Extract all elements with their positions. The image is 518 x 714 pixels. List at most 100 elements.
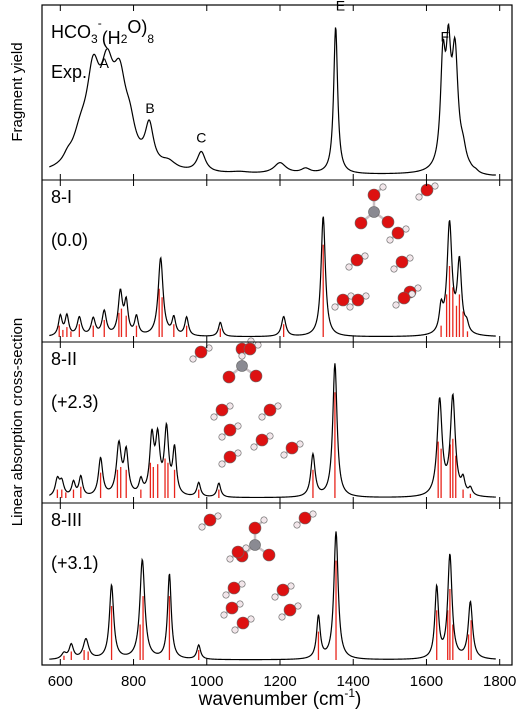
label-part: 8 — [147, 32, 154, 46]
atom — [386, 236, 394, 244]
atom — [346, 303, 354, 311]
atom — [198, 523, 206, 531]
x-tick-label: 1800 — [483, 673, 516, 690]
spectrum-trace — [49, 22, 496, 176]
atom — [250, 443, 258, 451]
panel-1: HCO3-(H2O)8 Exp. A B C E F — [49, 0, 496, 176]
atom — [350, 253, 364, 267]
atom — [381, 215, 395, 229]
label-part: HCO — [51, 22, 91, 42]
atom — [390, 265, 398, 273]
atom — [203, 513, 217, 527]
atom — [331, 303, 339, 311]
atom — [236, 360, 248, 372]
x-tick-label: 1200 — [263, 673, 296, 690]
label-part: (H — [102, 28, 121, 48]
atom — [415, 193, 423, 201]
panel-4: 8-III (+3.1) — [49, 510, 496, 661]
atom — [367, 188, 381, 202]
peak-label-c: C — [196, 129, 206, 145]
peak-label-b: B — [145, 100, 154, 116]
panel-2: 8-I (0.0) — [49, 187, 496, 338]
atom — [258, 413, 266, 421]
atom — [218, 460, 226, 468]
x-axis-label-main: wavenumber (cm — [198, 689, 345, 709]
y-axis-label-absorption: Linear absorption cross-section — [9, 318, 26, 526]
atom — [420, 183, 434, 197]
atom — [220, 611, 228, 619]
atom — [298, 511, 312, 525]
panel-label: 8-III — [51, 510, 82, 530]
atom — [227, 581, 241, 595]
atom — [189, 355, 197, 363]
atom — [231, 626, 239, 634]
atom — [392, 301, 400, 309]
y-axis-label-fragment-yield: Fragment yield — [9, 42, 26, 141]
spectrum-trace — [49, 216, 496, 338]
spectrum-trace — [49, 531, 496, 661]
atom — [218, 433, 226, 441]
atom — [226, 555, 234, 563]
panel-label: 8-I — [51, 187, 72, 207]
molecule-illustrations — [189, 182, 439, 634]
label-part: O) — [127, 17, 147, 37]
axes-group: 600 800 1000 1200 1400 1600 1800 — [41, 4, 516, 690]
x-tick-label: 1000 — [190, 673, 223, 690]
atom — [276, 583, 290, 597]
panel-energy: (+2.3) — [51, 392, 99, 412]
x-axis-label: wavenumber (cm-1) — [198, 686, 362, 709]
atom — [243, 342, 257, 356]
atom — [260, 516, 268, 524]
atom — [283, 603, 297, 617]
panel-3: 8-II (+2.3) — [49, 349, 496, 499]
atom — [223, 450, 237, 464]
atom — [249, 539, 261, 551]
atom — [263, 403, 277, 417]
atom — [215, 403, 229, 417]
peak-label-e: E — [336, 0, 345, 14]
atom — [238, 352, 246, 360]
x-tick-label: 1400 — [337, 673, 370, 690]
atom — [262, 548, 276, 562]
atom — [222, 591, 230, 599]
atom — [194, 345, 208, 359]
atom — [336, 293, 350, 307]
atom — [285, 441, 299, 455]
x-axis-label-superscript: -1 — [344, 686, 355, 700]
atom — [397, 291, 411, 305]
plot-frame — [41, 4, 513, 666]
atom — [236, 616, 250, 630]
spectrum-trace — [49, 363, 496, 499]
atom — [222, 370, 236, 384]
atom — [278, 613, 286, 621]
atom — [280, 451, 288, 459]
atom — [395, 255, 409, 269]
atom — [225, 601, 239, 615]
atom — [379, 183, 387, 191]
panel-sublabel: Exp. — [51, 62, 87, 82]
atom — [255, 433, 269, 447]
label-part: - — [98, 16, 102, 30]
atom — [210, 413, 218, 421]
x-tick-label: 800 — [121, 673, 146, 690]
atom — [345, 263, 353, 271]
peak-label-a: A — [100, 55, 110, 71]
atom — [248, 521, 262, 535]
x-tick-label: 1600 — [410, 673, 443, 690]
panel-energy: (+3.1) — [51, 553, 99, 573]
panel-label: HCO3-(H2O)8 — [51, 16, 154, 48]
atom — [391, 226, 405, 240]
atom — [223, 423, 237, 437]
panel-energy: (0.0) — [51, 230, 88, 250]
atom — [271, 593, 279, 601]
label-part: 3 — [91, 32, 98, 46]
atom — [293, 521, 301, 529]
atom — [368, 206, 380, 218]
atom — [354, 216, 368, 230]
x-tick-label: 600 — [48, 673, 73, 690]
peak-label-f: F — [440, 29, 449, 45]
label-part: 2 — [121, 32, 128, 46]
